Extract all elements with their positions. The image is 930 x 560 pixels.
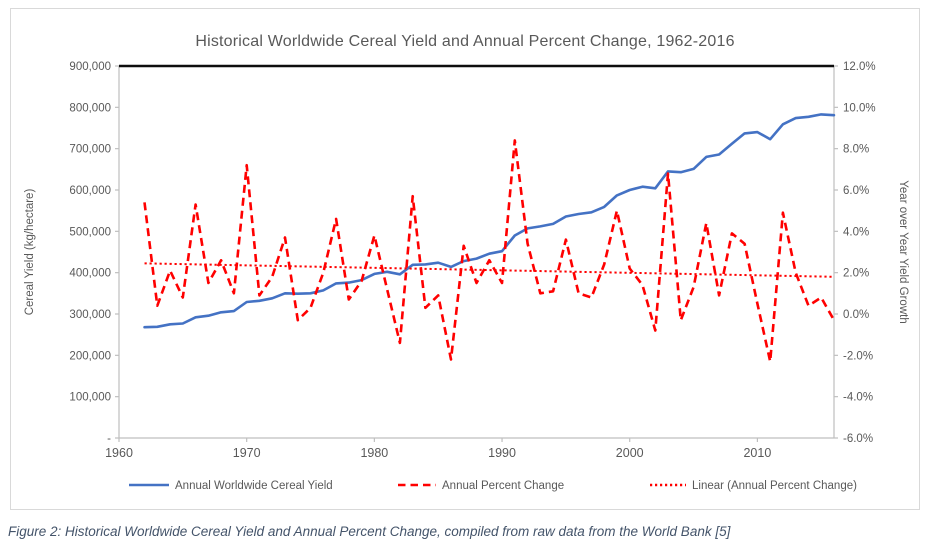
left-axis-tick-label: 600,000 bbox=[69, 185, 111, 197]
legend: Annual Worldwide Cereal Yield Annual Perc… bbox=[129, 480, 857, 492]
percent-change-line bbox=[143, 139, 836, 363]
left-axis-tick-label: 300,000 bbox=[69, 309, 111, 321]
trend-line bbox=[144, 262, 835, 278]
left-axis-tick-label: 400,000 bbox=[69, 268, 111, 280]
right-axis-tick-label: 6.0% bbox=[843, 185, 869, 197]
right-axis-tick-label: 10.0% bbox=[843, 102, 876, 114]
left-axis-tick-label: 200,000 bbox=[69, 350, 111, 362]
right-axis-tick-label: 2.0% bbox=[843, 268, 869, 280]
right-axis-tick-label: 8.0% bbox=[843, 144, 869, 156]
left-axis-tick-label: 100,000 bbox=[69, 392, 111, 404]
left-axis-tick-label: 700,000 bbox=[69, 144, 111, 156]
right-axis-title: Year over Year Yield Growth bbox=[897, 180, 909, 323]
right-axis-tick-label: 12.0% bbox=[843, 61, 876, 73]
cereal-yield-line bbox=[143, 113, 836, 329]
legend-item-cereal-yield: Annual Worldwide Cereal Yield bbox=[129, 480, 333, 492]
right-axis-tick-label: -6.0% bbox=[843, 433, 873, 445]
x-axis-tick-label: 1960 bbox=[105, 446, 133, 460]
left-axis-tick-label: 500,000 bbox=[69, 226, 111, 238]
x-axis-tick-label: 1970 bbox=[233, 446, 261, 460]
legend-item-cereal-yield-label: Annual Worldwide Cereal Yield bbox=[175, 480, 333, 492]
left-axis-tick-label: 800,000 bbox=[69, 102, 111, 114]
figure-caption: Figure 2: Historical Worldwide Cereal Yi… bbox=[8, 524, 731, 539]
right-axis-tick-label: 4.0% bbox=[843, 226, 869, 238]
legend-item-linear-trend-label: Linear (Annual Percent Change) bbox=[692, 480, 857, 492]
chart-area: Historical Worldwide Cereal Yield and An… bbox=[10, 8, 920, 510]
left-axis-tick-label: - bbox=[107, 433, 111, 445]
legend-item-linear-trend: Linear (Annual Percent Change) bbox=[650, 480, 857, 492]
x-axis-tick-label: 1980 bbox=[360, 446, 388, 460]
x-axis-tick-label: 2000 bbox=[616, 446, 644, 460]
left-axis-title: Cereal Yield (kg/hectare) bbox=[24, 189, 36, 316]
right-axis-tick-label: 0.0% bbox=[843, 309, 869, 321]
right-axis-tick-label: -4.0% bbox=[843, 392, 873, 404]
right-axis-tick-label: -2.0% bbox=[843, 350, 873, 362]
x-axis-tick-label: 2010 bbox=[743, 446, 771, 460]
left-axis-tick-label: 900,000 bbox=[69, 61, 111, 73]
legend-item-percent-change: Annual Percent Change bbox=[398, 480, 564, 492]
legend-item-percent-change-label: Annual Percent Change bbox=[442, 480, 564, 492]
chart-canvas: 900,000 800,000 700,000 600,000 500,000 400,0… bbox=[24, 61, 909, 492]
x-axis-tick-label: 1990 bbox=[488, 446, 516, 460]
chart-title: Historical Worldwide Cereal Yield and An… bbox=[195, 33, 735, 50]
